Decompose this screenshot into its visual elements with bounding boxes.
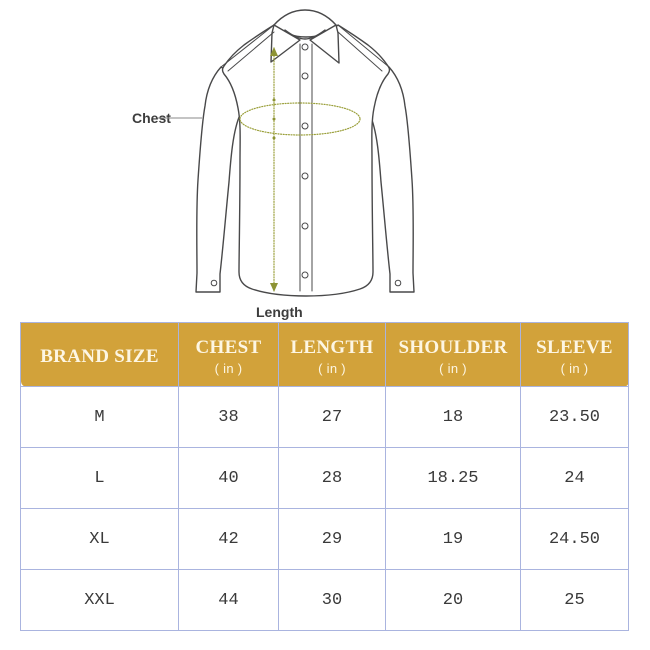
svg-text:Length: Length xyxy=(256,304,303,320)
